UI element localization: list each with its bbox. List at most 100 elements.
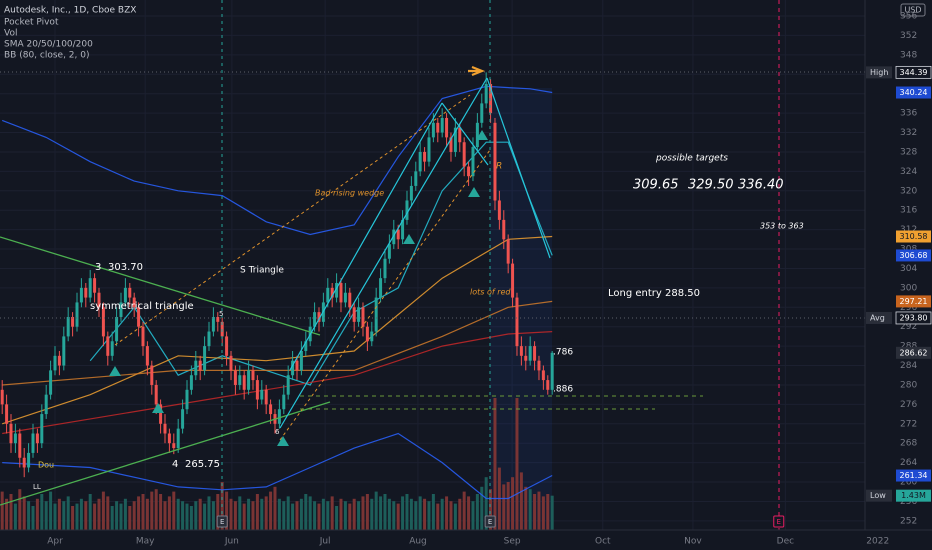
- candle-body: [62, 336, 66, 366]
- volume-bar: [502, 484, 506, 530]
- volume-bar: [172, 491, 176, 530]
- annotation: Dou: [38, 461, 54, 470]
- volume-bar: [9, 493, 13, 530]
- candle-body: [57, 355, 61, 366]
- y-tick-label: 268: [900, 439, 917, 449]
- indicator: Vol: [4, 29, 17, 39]
- volume-bar: [88, 493, 92, 530]
- candle-body: [198, 360, 202, 371]
- event-label: E: [220, 518, 224, 526]
- volume-bar: [132, 501, 136, 530]
- annotation: 3: [95, 262, 101, 273]
- volume-bar: [414, 501, 418, 530]
- candle-body: [533, 346, 537, 361]
- volume-bar: [537, 491, 541, 530]
- candle-body: [5, 404, 9, 424]
- volume-bar: [101, 491, 105, 530]
- annotation: Long entry 288.50: [608, 288, 700, 299]
- event-label: E: [488, 518, 492, 526]
- candle-body: [396, 229, 400, 240]
- x-tick-label: 2022: [866, 537, 889, 547]
- pivot: [277, 436, 289, 446]
- volume-bar: [370, 498, 374, 530]
- triangle-line: [0, 401, 331, 506]
- volume-bar: [5, 498, 9, 530]
- price-label: [896, 86, 931, 99]
- wedge-line: [486, 77, 551, 259]
- volume-bar: [458, 498, 462, 530]
- candle-body: [313, 312, 317, 327]
- candle-body: [418, 151, 422, 172]
- candle-body: [13, 433, 17, 444]
- y-tick-label: 260: [900, 478, 917, 488]
- tag-box: [866, 66, 892, 79]
- candle-body: [269, 404, 273, 415]
- candle-body: [207, 331, 211, 347]
- volume-bar: [484, 477, 488, 530]
- y-tick-label: 256: [900, 497, 917, 507]
- volume-bar: [97, 498, 101, 530]
- candle-body: [537, 360, 541, 371]
- y-tick-label: 304: [900, 264, 917, 274]
- annotation: 265.75: [185, 459, 220, 470]
- y-tick-label: 292: [900, 322, 917, 332]
- price-label: [896, 249, 931, 262]
- volume-bar: [181, 501, 185, 530]
- volume-bar: [66, 496, 70, 530]
- y-tick-label: 312: [900, 225, 917, 235]
- tag-box: [866, 311, 892, 324]
- volume-bar: [431, 493, 435, 530]
- candle-body: [511, 263, 515, 298]
- volume-bar: [31, 505, 35, 530]
- volume-bar: [480, 486, 484, 530]
- annotation: possible targets: [655, 154, 728, 164]
- candle-body: [335, 283, 339, 298]
- volume-bar: [361, 496, 365, 530]
- volume-bar: [282, 501, 286, 530]
- volume-bar: [49, 491, 53, 530]
- candle-body: [409, 185, 413, 201]
- price-label: [895, 65, 932, 79]
- annotation: 5: [219, 310, 223, 318]
- candle-body: [93, 278, 97, 293]
- volume-bar: [159, 493, 163, 530]
- y-tick-label: 332: [900, 128, 917, 138]
- volume-bar: [233, 501, 237, 530]
- volume-bar: [343, 501, 347, 530]
- volume-bar: [550, 495, 554, 530]
- volume-bar: [330, 496, 334, 530]
- volume-bar: [154, 489, 158, 530]
- candle-body: [330, 287, 334, 298]
- candle-body: [414, 171, 418, 186]
- volume-bar: [321, 498, 325, 530]
- title: Autodesk, Inc., 1D, Cboe BZX: [4, 6, 136, 16]
- volume-bar: [75, 503, 79, 530]
- candle-body: [286, 375, 290, 395]
- volume-bar: [216, 493, 220, 530]
- tag-text: Avg: [870, 313, 885, 322]
- volume-bar: [71, 505, 75, 530]
- candle-body: [436, 122, 440, 133]
- candle-body: [467, 166, 471, 177]
- candle-body: [352, 307, 356, 322]
- indicator-line: [2, 432, 553, 500]
- y-tick-label: 252: [900, 516, 917, 526]
- volume-bar: [13, 503, 17, 530]
- candle-body: [392, 229, 396, 245]
- x-tick-label: Jun: [224, 537, 239, 547]
- candle-body: [53, 355, 57, 371]
- volume-bar: [546, 493, 550, 530]
- candle-body: [9, 423, 13, 444]
- price-label-text: 261.34: [900, 471, 928, 480]
- indicator: SMA 20/50/100/200: [4, 40, 93, 50]
- y-tick-label: 348: [900, 50, 917, 60]
- candle-body: [159, 404, 163, 424]
- volume-bar: [299, 498, 303, 530]
- volume-bar: [225, 491, 229, 530]
- x-tick-label: May: [136, 537, 155, 547]
- price-label-text: 310.58: [900, 232, 928, 241]
- x-tick-label: Aug: [409, 537, 427, 547]
- candle-body: [225, 336, 229, 356]
- y-tick-label: 328: [900, 147, 917, 157]
- volume-bar: [286, 496, 290, 530]
